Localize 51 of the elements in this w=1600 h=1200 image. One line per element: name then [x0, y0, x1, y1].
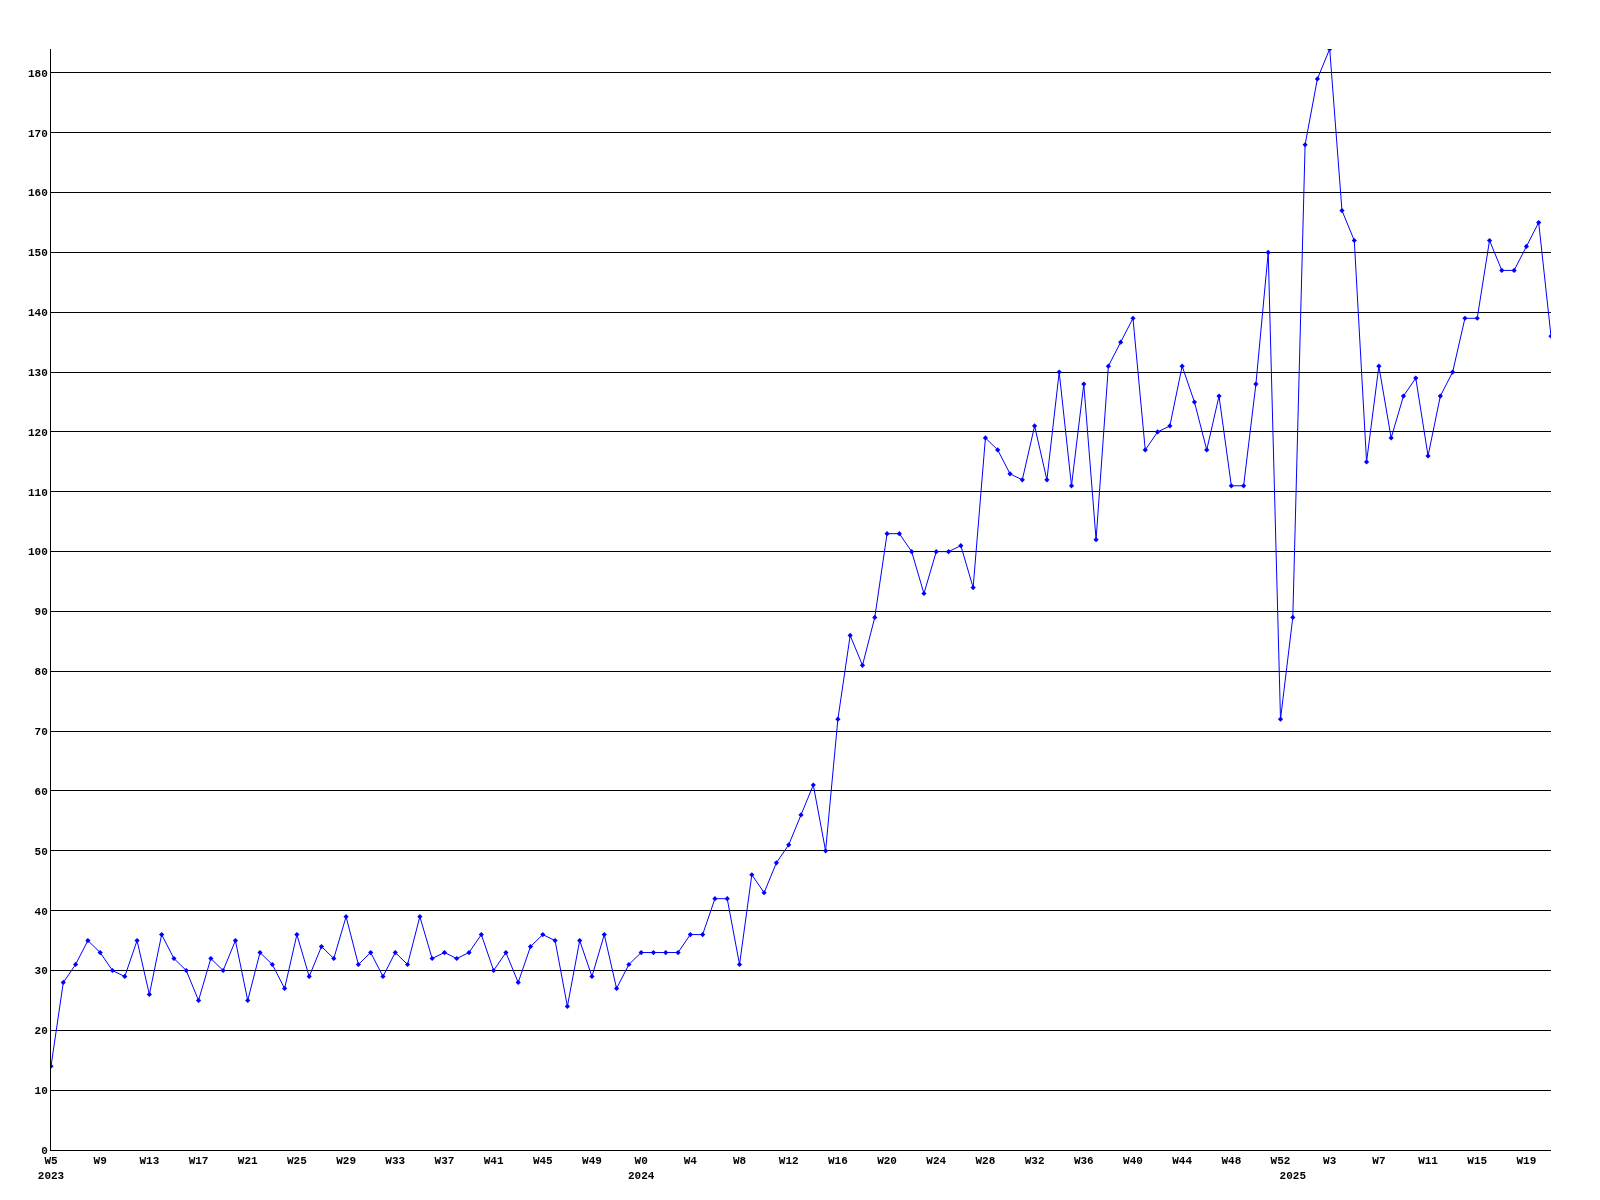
x-tick-label: W11 [1418, 1155, 1439, 1168]
x-tick-label: W45 [532, 1155, 554, 1168]
y-tick-label: 20 [34, 1025, 48, 1038]
x-tick-label: W48 [1221, 1155, 1242, 1168]
x-tick-label: W17 [188, 1155, 209, 1168]
x-tick-label: W8 [732, 1155, 747, 1168]
x-tick-label: W25 [286, 1155, 308, 1168]
x-tick-label: W19 [1516, 1155, 1537, 1168]
x-tick-label: W41 [483, 1155, 504, 1168]
y-tick-label: 30 [34, 965, 48, 978]
x-tick-label: W52 [1270, 1155, 1291, 1168]
x-tick-label: W32 [1024, 1155, 1045, 1168]
x-tick-label: W3 [1323, 1155, 1337, 1168]
y-tick-label: 100 [27, 546, 48, 559]
x-tick-label: W9 [93, 1155, 107, 1168]
x-tick-label: W0 2024 [627, 1155, 655, 1182]
y-tick-label: 160 [27, 187, 48, 200]
y-tick-label: 110 [27, 486, 48, 499]
y-tick-label: 180 [27, 67, 48, 80]
x-tick-label: W36 [1073, 1155, 1094, 1168]
y-tick-label: 150 [27, 247, 48, 260]
x-tick-label: W29 [336, 1155, 356, 1168]
x-tick-label: 2025 [1279, 1169, 1307, 1182]
x-tick-label: W7 [1372, 1155, 1386, 1168]
y-tick-label: 170 [27, 127, 48, 140]
y-tick-label: 50 [34, 845, 48, 858]
x-tick-label: W13 [139, 1155, 160, 1168]
x-tick-label: W40 [1123, 1155, 1143, 1168]
x-tick-label: W33 [385, 1155, 406, 1168]
y-tick-label: 70 [34, 725, 48, 738]
y-tick-label: 0 [41, 1144, 48, 1157]
y-tick-label: 40 [34, 905, 48, 918]
x-tick-label: W37 [434, 1155, 455, 1168]
y-tick-label: 80 [34, 666, 48, 679]
y-tick-label: 90 [34, 606, 48, 619]
y-tick-label: 120 [27, 426, 48, 439]
x-tick-label: W5 2023 [37, 1155, 65, 1182]
x-tick-label: W28 [975, 1155, 996, 1168]
y-tick-label: 60 [34, 785, 48, 798]
x-tick-label: W21 [237, 1155, 259, 1168]
x-tick-label: W24 [926, 1155, 947, 1168]
x-tick-label: W12 [778, 1155, 799, 1168]
y-tick-label: 140 [27, 307, 48, 320]
x-tick-label: W44 [1172, 1155, 1193, 1168]
x-tick-label: W16 [827, 1155, 848, 1168]
y-tick-label: 10 [34, 1085, 48, 1098]
x-tick-label: W20 [877, 1155, 897, 1168]
x-tick-label: W15 [1467, 1155, 1488, 1168]
x-tick-label: W4 [683, 1155, 698, 1168]
x-tick-label: W49 [582, 1155, 602, 1168]
y-tick-label: 130 [27, 366, 48, 379]
